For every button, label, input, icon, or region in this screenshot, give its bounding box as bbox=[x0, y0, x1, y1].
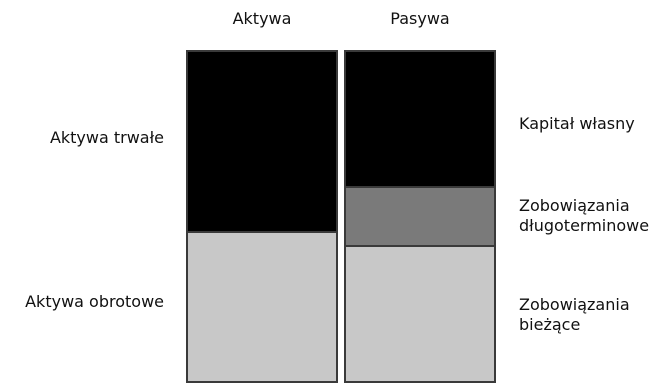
current-assets-block bbox=[186, 231, 338, 383]
equity-label: Kapitał własny bbox=[519, 114, 635, 133]
long-term-liabilities-label: Zobowiązania długoterminowe bbox=[519, 196, 650, 235]
current-liabilities-label: Zobowiązania bieżące bbox=[519, 295, 630, 334]
assets-column-header: Aktywa bbox=[232, 9, 292, 28]
long-term-liabilities-block bbox=[344, 186, 496, 247]
fixed-assets-block bbox=[186, 50, 338, 233]
equity-block bbox=[344, 50, 496, 188]
fixed-assets-label: Aktywa trwałe bbox=[49, 128, 164, 147]
liabilities-column-header: Pasywa bbox=[390, 9, 450, 28]
current-assets-label: Aktywa obrotowe bbox=[25, 292, 164, 311]
current-liabilities-block bbox=[344, 245, 496, 383]
